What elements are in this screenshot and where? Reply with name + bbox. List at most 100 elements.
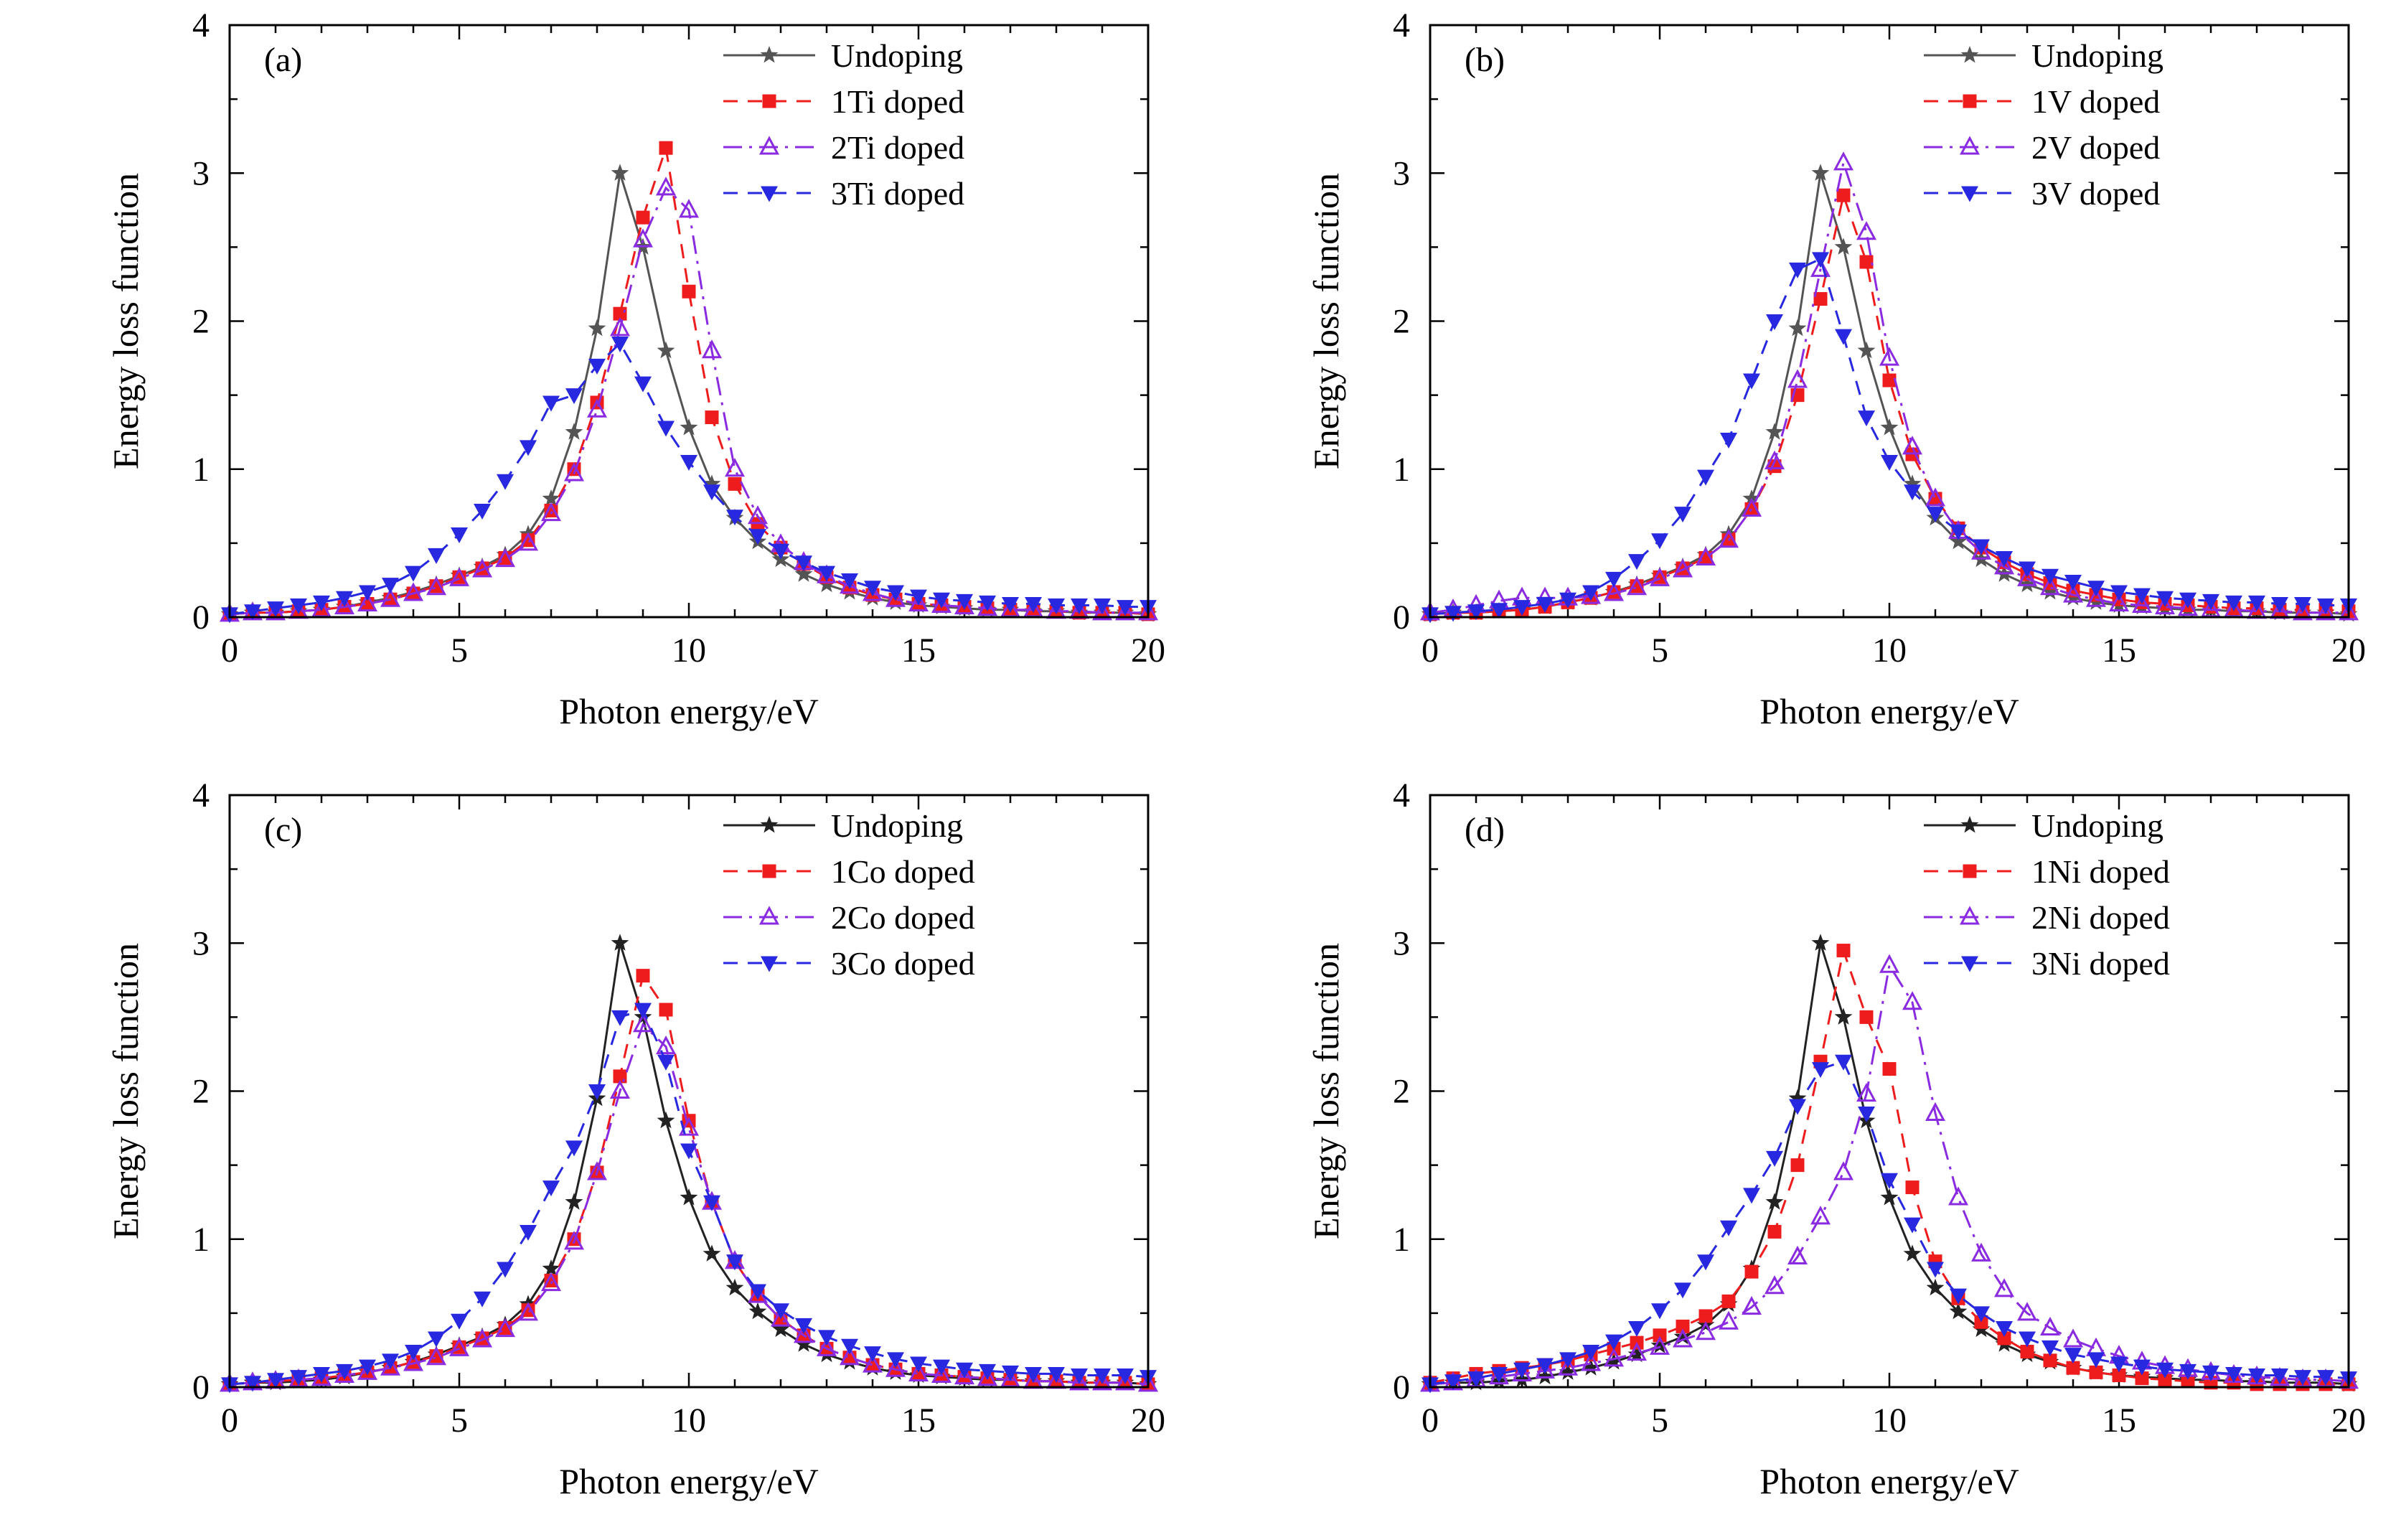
star-marker <box>748 1302 767 1320</box>
triangle-open-marker <box>1091 1371 1113 1391</box>
square-marker <box>762 864 776 878</box>
triangle-down-marker <box>1628 1321 1645 1337</box>
panel-label: (b) <box>1465 41 1505 79</box>
triangle-open-marker <box>1925 487 1946 507</box>
triangle-down-marker <box>1996 1321 2013 1337</box>
triangle-down-marker <box>910 1356 927 1373</box>
legend-entry: 3Ti doped <box>723 175 964 212</box>
legend-entry: 3V doped <box>1924 175 2160 212</box>
star-marker <box>725 1278 744 1296</box>
triangle-down-marker <box>1025 1366 1042 1383</box>
square-marker <box>636 210 650 225</box>
triangle-down-marker <box>1961 956 1978 972</box>
y-axis-label: Energy loss function <box>1306 943 1346 1239</box>
star-marker <box>1765 1193 1784 1210</box>
y-axis-label: Energy loss function <box>105 943 146 1239</box>
x-tick-label: 0 <box>1422 632 1439 670</box>
triangle-open-marker <box>2016 567 2038 586</box>
triangle-down-marker <box>1002 1365 1019 1381</box>
triangle-open-marker <box>448 567 470 586</box>
triangle-open-marker <box>1695 1321 1716 1341</box>
triangle-down-marker <box>887 585 904 601</box>
triangle-open-marker <box>1718 529 1739 548</box>
triangle-down-marker <box>313 1366 330 1383</box>
triangle-open-marker <box>540 1272 562 1292</box>
triangle-down-marker <box>2248 1368 2265 1384</box>
triangle-down-marker <box>497 1262 514 1278</box>
series-2ti-doped <box>219 177 1159 622</box>
triangle-down-marker <box>1071 598 1088 614</box>
square-marker <box>2066 1361 2080 1375</box>
triangle-open-marker <box>1488 1365 1510 1385</box>
legend-label: 3V doped <box>2031 175 2160 212</box>
star-marker <box>588 319 606 337</box>
triangle-down-marker <box>1950 1288 1967 1305</box>
triangle-open-marker <box>1137 601 1159 621</box>
x-tick-label: 15 <box>2102 1402 2136 1440</box>
triangle-down-marker <box>1674 507 1691 523</box>
triangle-open-marker <box>632 228 654 248</box>
triangle-down-marker <box>1743 1188 1760 1204</box>
square-marker <box>429 1349 443 1363</box>
series-3ti-doped <box>221 336 1157 624</box>
triangle-down-marker <box>497 474 514 490</box>
y-tick-label: 3 <box>192 924 210 962</box>
triangle-open-marker <box>517 1302 539 1321</box>
star-marker <box>1788 1089 1807 1107</box>
triangle-down-marker <box>933 592 950 609</box>
triangle-open-marker <box>655 1035 677 1055</box>
star-marker <box>1880 1188 1899 1206</box>
triangle-down-marker <box>680 454 697 471</box>
series-line <box>1429 942 2349 1386</box>
triangle-down-marker <box>611 1010 629 1026</box>
triangle-down-marker <box>1927 507 1944 523</box>
triangle-open-marker <box>471 558 493 578</box>
square-marker <box>728 476 742 491</box>
star-marker <box>542 1259 560 1277</box>
triangle-down-marker <box>979 1363 996 1380</box>
star-marker <box>760 46 779 63</box>
star-marker <box>565 423 583 440</box>
triangle-down-marker <box>749 529 766 545</box>
plot-frame <box>228 24 1150 619</box>
x-tick-label: 15 <box>901 1402 936 1440</box>
triangle-down-marker <box>1766 1150 1783 1167</box>
triangle-down-marker <box>703 484 720 501</box>
triangle-open-marker <box>1787 369 1808 388</box>
star-marker <box>1857 341 1876 359</box>
triangle-down-marker <box>2248 595 2265 611</box>
square-marker <box>1859 255 1874 269</box>
triangle-open-marker <box>1557 1356 1579 1376</box>
series-line <box>1429 257 2349 616</box>
series-line <box>229 1022 1149 1386</box>
triangle-down-marker <box>2179 1363 2196 1380</box>
triangle-open-marker <box>839 1346 860 1366</box>
triangle-open-marker <box>1959 136 1981 155</box>
triangle-open-marker <box>793 1324 814 1343</box>
x-tick-label: 20 <box>2331 632 2366 670</box>
legend-entry: Undoping <box>1924 37 2163 74</box>
star-marker <box>657 341 675 359</box>
triangle-open-marker <box>426 576 447 596</box>
triangle-down-marker <box>1743 373 1760 390</box>
legend-entry: Undoping <box>723 37 963 74</box>
y-tick-label: 0 <box>192 1368 210 1407</box>
triangle-open-marker <box>380 588 401 607</box>
triangle-down-marker <box>726 1254 743 1271</box>
square-marker <box>1882 373 1897 388</box>
square-marker <box>1836 944 1851 958</box>
legend-label: 1V doped <box>2031 83 2160 120</box>
square-marker <box>1630 579 1644 593</box>
triangle-open-marker <box>1970 540 1992 560</box>
triangle-down-marker <box>1812 1062 1829 1079</box>
triangle-down-marker <box>634 376 652 393</box>
triangle-down-marker <box>2317 598 2334 614</box>
square-marker <box>544 1274 558 1287</box>
star-marker <box>1903 474 1922 492</box>
triangle-down-marker <box>1881 454 1898 471</box>
star-marker <box>1960 46 1979 63</box>
triangle-down-marker <box>2294 1370 2311 1386</box>
triangle-open-marker <box>701 339 723 359</box>
triangle-down-marker <box>2110 585 2128 601</box>
y-tick-label: 4 <box>192 6 210 44</box>
